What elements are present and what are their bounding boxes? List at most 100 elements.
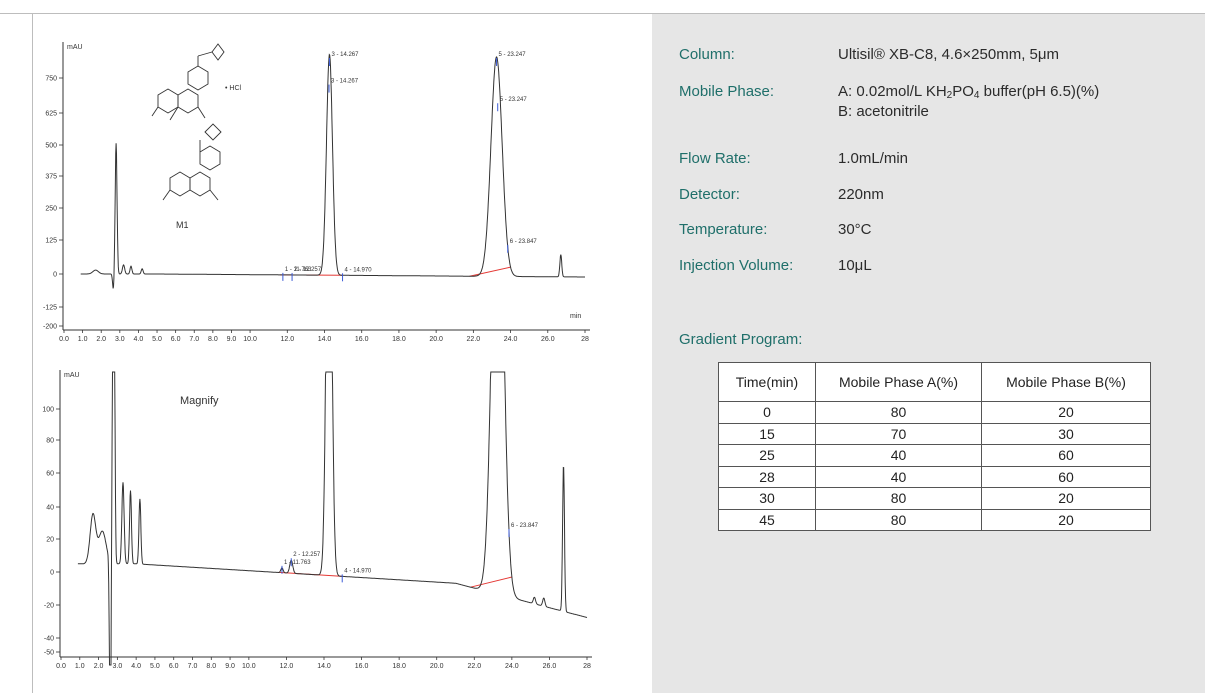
column-label: Column: — [679, 46, 735, 63]
x-tick-label: 5.0 — [152, 336, 162, 343]
y-tick-label: -40 — [44, 636, 54, 643]
peak-label: 5 - 23.247 — [500, 97, 528, 103]
x-tick-label: 5.0 — [150, 663, 160, 670]
left-border — [32, 13, 33, 693]
x-tick-label: 0.0 — [56, 663, 66, 670]
chart1-y-unit: mAU — [67, 44, 83, 51]
cell-a: 40 — [815, 444, 982, 467]
mobile-phase-label: Mobile Phase: — [679, 83, 775, 100]
x-tick-label: 22.0 — [467, 336, 481, 343]
peak-label: 4 - 14.970 — [344, 568, 372, 574]
column-value: Ultisil® XB-C8, 4.6×250mm, 5μm — [838, 46, 1060, 63]
y-tick-label: 100 — [42, 407, 54, 414]
y-tick-label: 20 — [46, 537, 54, 544]
cell-time: 30 — [718, 487, 816, 510]
y-tick-label: -200 — [43, 324, 57, 331]
x-tick-label: 14.0 — [318, 336, 332, 343]
y-tick-label: 625 — [45, 111, 57, 118]
injection-volume-value: 10μL — [838, 257, 872, 274]
mobile-phase-a-value: A: 0.02mol/L KH2PO4 buffer(pH 6.5)(%) — [838, 83, 1100, 101]
x-tick-label: 20.0 — [430, 663, 444, 670]
x-tick-label: 12.0 — [280, 663, 294, 670]
peak-label: 6 - 23.847 — [511, 523, 539, 529]
parent-structure — [151, 43, 225, 121]
temperature-value: 30°C — [838, 221, 872, 238]
conditions-panel — [652, 14, 1205, 693]
cell-b: 20 — [981, 508, 1151, 531]
chart2-title: Magnify — [180, 395, 219, 407]
figure-frame — [0, 13, 1205, 694]
hcl-label: • HCl — [225, 85, 242, 92]
x-tick-label: 16.0 — [355, 336, 369, 343]
chart2-axes — [59, 370, 592, 658]
y-tick-label: 250 — [45, 206, 57, 213]
cell-a: 80 — [815, 508, 982, 531]
peak-label: 3 - 14.267 — [331, 52, 359, 58]
cell-a: 80 — [815, 401, 982, 424]
x-tick-label: 10.0 — [243, 336, 257, 343]
y-tick-label: 0 — [53, 272, 57, 279]
y-tick-label: 80 — [46, 438, 54, 445]
x-tick-label: 16.0 — [355, 663, 369, 670]
x-tick-label: 22.0 — [467, 663, 481, 670]
temperature-label: Temperature: — [679, 221, 768, 238]
x-tick-label: 7.0 — [188, 663, 198, 670]
peak-label: 4 - 14.970 — [345, 267, 373, 273]
peak-label: 6 - 23.847 — [510, 239, 538, 245]
detector-value: 220nm — [838, 186, 884, 203]
table-row: 45 80 20 — [718, 508, 1151, 531]
cell-time: 28 — [718, 465, 816, 488]
x-tick-label: 14.0 — [317, 663, 331, 670]
x-tick-label: 18.0 — [392, 336, 406, 343]
x-tick-label: 4.0 — [134, 336, 144, 343]
cell-time: 45 — [718, 508, 816, 531]
x-tick-label: 28 — [581, 336, 589, 343]
flow-rate-value: 1.0mL/min — [838, 150, 909, 167]
cell-time: 0 — [718, 401, 816, 424]
x-tick-label: 9.0 — [227, 336, 237, 343]
x-tick-label: 4.0 — [131, 663, 141, 670]
x-tick-label: 1.0 — [75, 663, 85, 670]
gradient-header-row: Time(min) Mobile Phase A(%) Mobile Phase… — [718, 362, 1151, 402]
cell-a: 40 — [815, 465, 982, 488]
x-tick-label: 12.0 — [280, 336, 294, 343]
peak-label: 3 - 14.267 — [331, 79, 359, 85]
cell-b: 60 — [981, 444, 1151, 467]
x-tick-label: 24.0 — [504, 336, 518, 343]
peak-label: 2 - 12.257 — [294, 267, 322, 273]
peak-label: 1 - 11.763 — [284, 560, 311, 566]
x-tick-label: 20.0 — [429, 336, 443, 343]
x-tick-label: 24.0 — [505, 663, 519, 670]
x-tick-label: 2.0 — [96, 336, 106, 343]
cell-b: 20 — [981, 487, 1151, 510]
peak-label: 1 - 11.763 — [285, 267, 312, 273]
cell-time: 25 — [718, 444, 816, 467]
gradient-table: Time(min) Mobile Phase A(%) Mobile Phase… — [718, 362, 1151, 531]
chart1-axes — [62, 42, 590, 331]
cell-b: 20 — [981, 401, 1151, 424]
peak-label: 2 - 12.257 — [293, 552, 321, 558]
table-row: 30 80 20 — [718, 487, 1151, 510]
chart1-trace — [80, 53, 585, 289]
x-tick-label: 3.0 — [115, 336, 125, 343]
y-tick-label: 750 — [45, 76, 57, 83]
x-tick-label: 10.0 — [242, 663, 256, 670]
table-row: 15 70 30 — [718, 422, 1151, 445]
x-tick-label: 0.0 — [59, 336, 69, 343]
x-tick-label: 26.0 — [543, 663, 557, 670]
peak-label: 5 - 23.247 — [499, 52, 527, 58]
flow-rate-label: Flow Rate: — [679, 150, 751, 167]
y-tick-label: 375 — [45, 174, 57, 181]
chart1-x-unit: min — [570, 313, 581, 320]
y-tick-label: -50 — [44, 650, 54, 657]
table-row: 0 80 20 — [718, 401, 1151, 424]
y-tick-label: 0 — [50, 570, 54, 577]
cell-b: 30 — [981, 422, 1151, 445]
table-row: 25 40 60 — [718, 444, 1151, 467]
x-tick-label: 3.0 — [112, 663, 122, 670]
y-tick-label: 500 — [45, 143, 57, 150]
x-tick-label: 8.0 — [208, 336, 218, 343]
header-phase-a: Mobile Phase A(%) — [815, 362, 982, 402]
x-tick-label: 1.0 — [78, 336, 88, 343]
